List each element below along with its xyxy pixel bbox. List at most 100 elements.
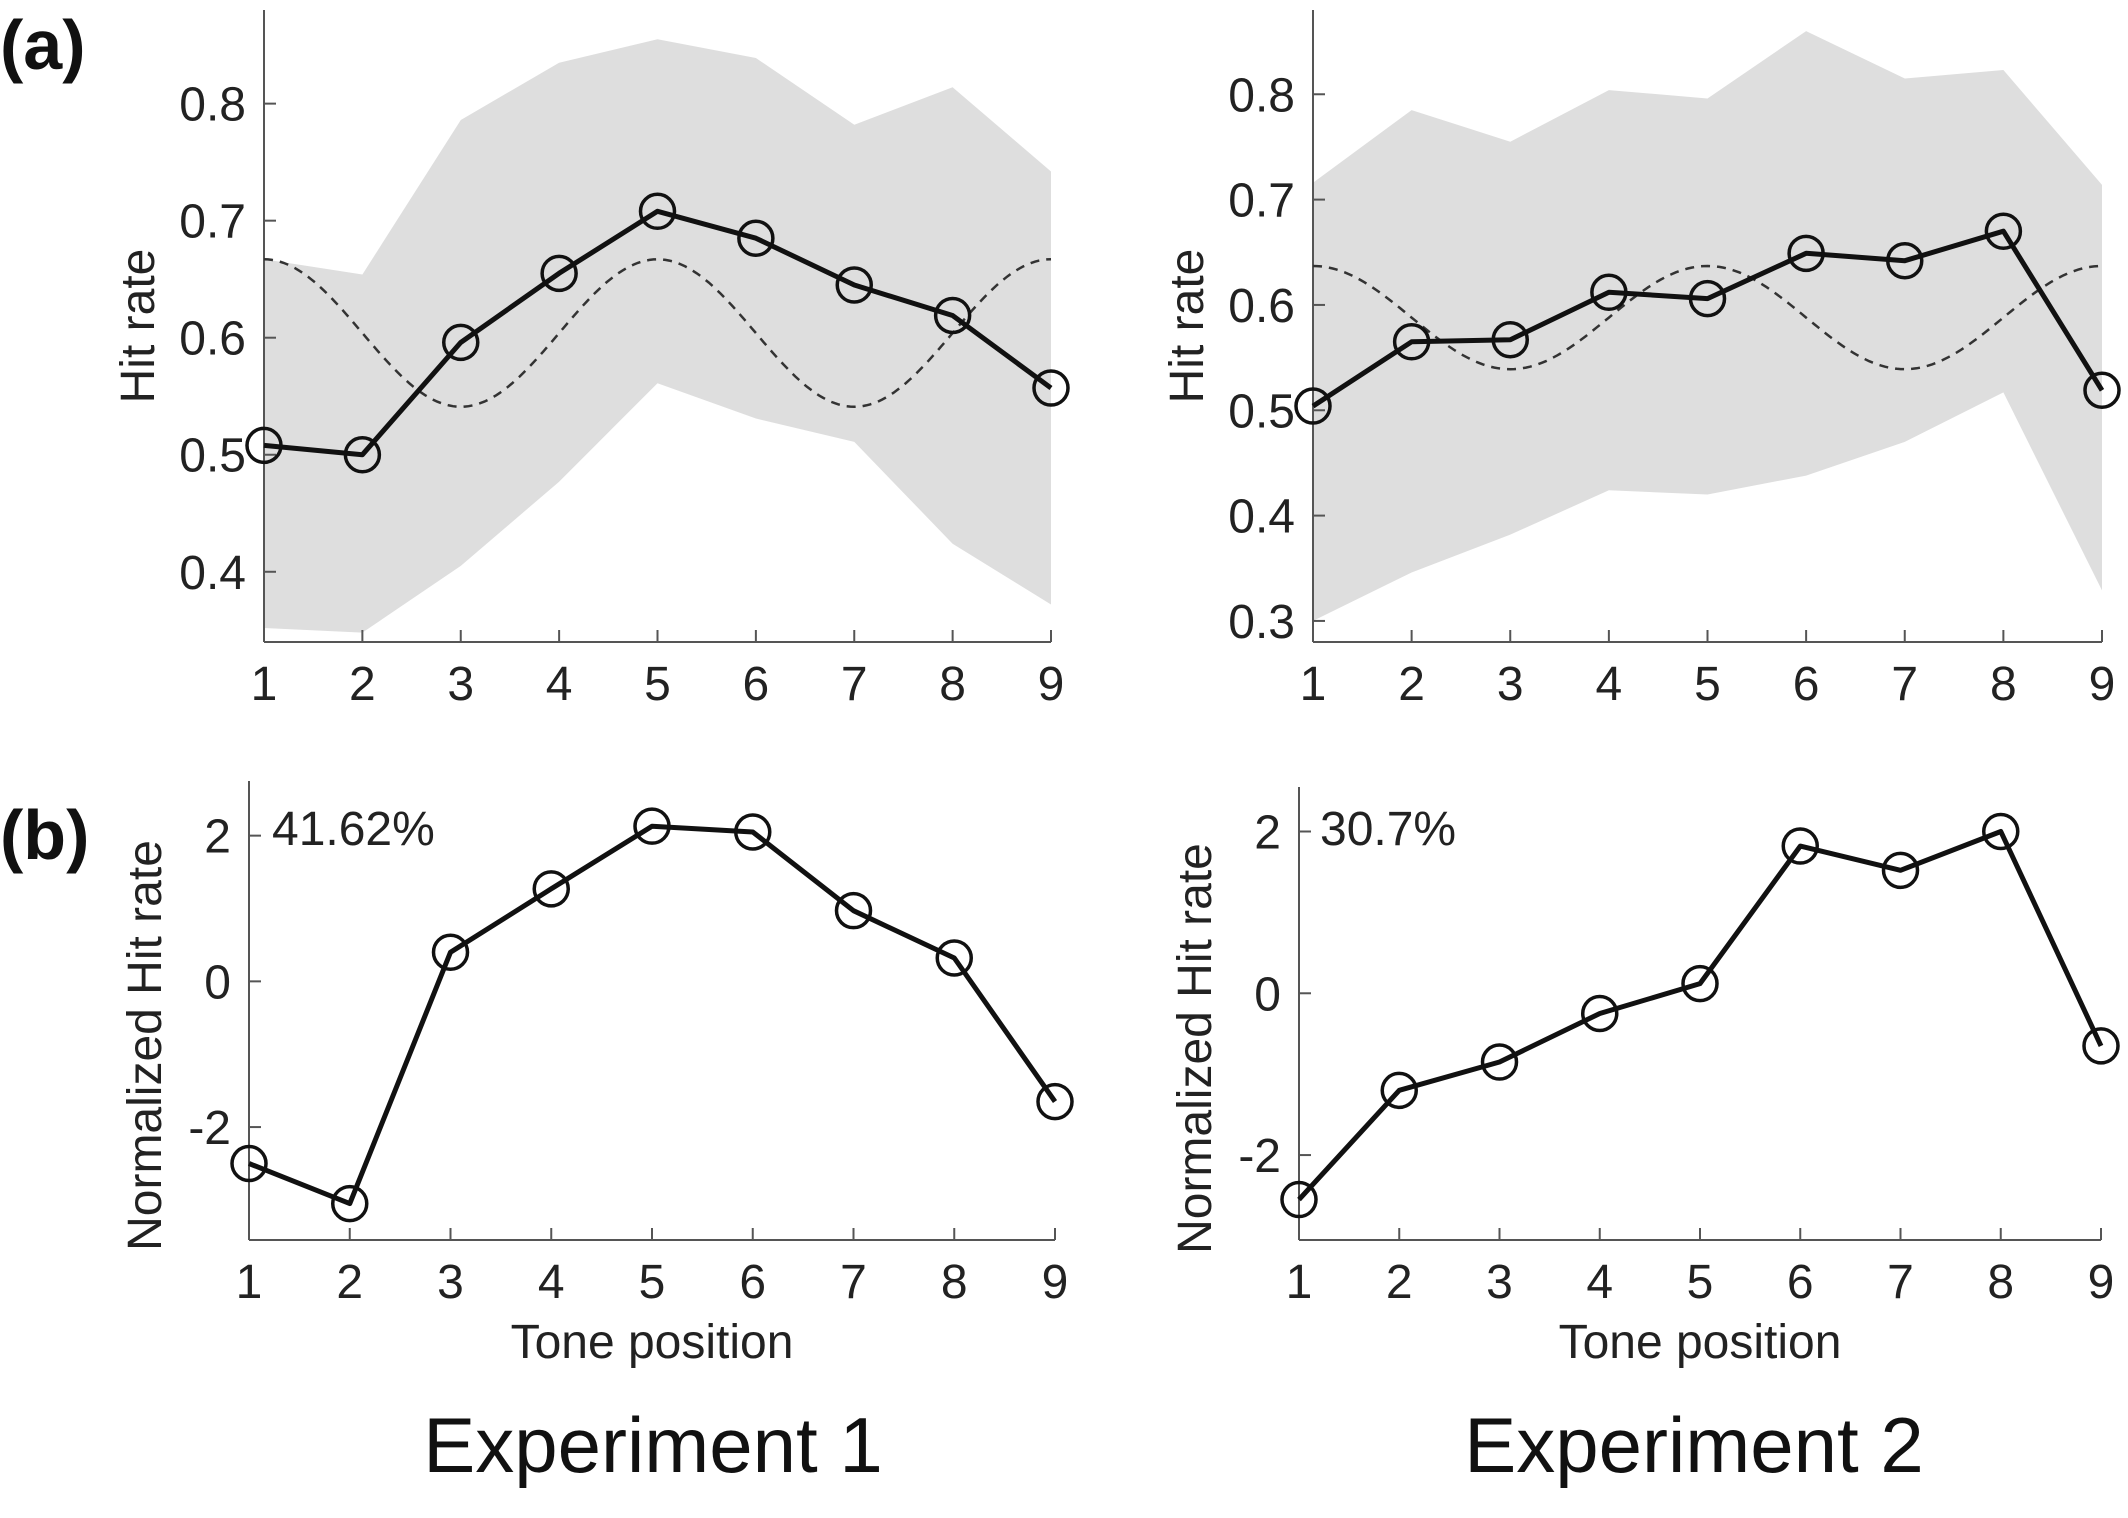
b1-data-point: [935, 939, 973, 977]
b2-y-tick-label: -2: [1238, 1130, 1281, 1183]
experiment-2-title: Experiment 2: [1464, 1401, 1924, 1489]
a2-y-tick-label: 0.8: [1228, 69, 1295, 122]
b1-data-point: [633, 807, 671, 845]
a2-data-point: [1590, 273, 1628, 312]
a2-x-tick-label: 5: [1694, 658, 1721, 711]
a1-x-tick-label: 3: [447, 658, 474, 711]
a1-data-point: [933, 296, 972, 335]
b1-data-point: [834, 891, 873, 930]
a1-y-tick-label: 0.4: [179, 547, 246, 600]
a2-x-tick-label: 3: [1497, 658, 1524, 711]
b1-x-tick-label: 3: [437, 1256, 464, 1309]
a1-x-tick-label: 5: [644, 658, 671, 711]
a2-x-tick-label: 7: [1891, 658, 1918, 711]
a1-data-point: [835, 266, 873, 304]
a1-x-tick-label: 8: [939, 658, 966, 711]
a1-y-tick-label: 0.6: [179, 313, 246, 366]
b1-data-point: [431, 933, 470, 971]
b1-y-tick-label: -2: [188, 1102, 231, 1155]
experiment-1-title: Experiment 1: [423, 1401, 883, 1489]
a2-confidence-band: [1313, 31, 2102, 621]
b2-y-tick-label: 0: [1254, 968, 1281, 1021]
b1-data-point: [532, 870, 570, 908]
a1-data-point: [245, 426, 283, 465]
b1-x-tick-label: 2: [336, 1256, 363, 1309]
b2-data-point: [1280, 1180, 1318, 1219]
b1-y-tick-label: 0: [204, 956, 231, 1009]
b2-data-point: [1781, 827, 1819, 865]
b2-x-tick-label: 2: [1386, 1256, 1413, 1309]
b1-x-tick-label: 1: [236, 1256, 263, 1309]
b1-y-tick-label: 2: [204, 811, 231, 864]
a2-x-tick-label: 6: [1793, 658, 1820, 711]
a2-cosine-fit-line: [1312, 264, 2103, 371]
b1-annotation: 41.62%: [272, 803, 435, 856]
b2-y-tick-label: 2: [1254, 806, 1281, 859]
a1-data-point: [638, 192, 677, 231]
a1-data-point: [1032, 369, 1070, 407]
a2-y-tick-label: 0.4: [1228, 491, 1295, 544]
b1-x-tick-label: 9: [1042, 1256, 1069, 1309]
a2-data-point: [1491, 320, 1529, 359]
a2-x-tick-label: 1: [1300, 658, 1327, 711]
a1-data-point: [737, 219, 775, 257]
a2-x-tick-label: 2: [1398, 658, 1425, 711]
a2-data-point: [1984, 212, 2023, 250]
a1-data-point: [343, 435, 382, 474]
b2-x-tick-label: 4: [1586, 1256, 1613, 1309]
b1-x-tick-label: 6: [739, 1256, 766, 1309]
a1-series-line: [263, 208, 1053, 458]
b2-data-point: [1982, 812, 2020, 851]
b2-x-tick-label: 6: [1787, 1256, 1814, 1309]
b2-y-axis-label: Normalized Hit rate: [1169, 843, 1222, 1254]
b2-data-point: [1881, 851, 1920, 890]
a1-x-tick-label: 4: [546, 658, 573, 711]
a2-x-tick-label: 8: [1990, 658, 2017, 711]
a1-cosine-fit-line: [263, 258, 1052, 409]
b1-x-tick-label: 7: [840, 1256, 867, 1309]
a1-x-tick-label: 9: [1038, 658, 1065, 711]
a2-y-axis-label: Hit rate: [1161, 249, 1214, 404]
a2-x-tick-label: 9: [2089, 658, 2116, 711]
a1-x-tick-label: 2: [349, 658, 376, 711]
b1-x-tick-label: 4: [538, 1256, 565, 1309]
a1-data-point: [442, 323, 480, 362]
b2-data-point: [1581, 994, 1619, 1033]
b2-x-tick-label: 7: [1887, 1256, 1914, 1309]
b1-x-tick-label: 8: [941, 1256, 968, 1309]
a2-x-tick-label: 4: [1596, 658, 1623, 711]
panel-label-b: (b): [0, 796, 90, 874]
b2-x-tick-label: 5: [1687, 1256, 1714, 1309]
a2-data-point: [2083, 371, 2121, 410]
a2-data-point: [1294, 387, 1332, 425]
a2-y-tick-label: 0.3: [1228, 596, 1295, 649]
a2-y-tick-label: 0.6: [1228, 280, 1295, 333]
b1-x-axis-label: Tone position: [511, 1316, 794, 1369]
b1-data-point: [230, 1144, 268, 1183]
b2-annotation: 30.7%: [1320, 803, 1456, 856]
a1-x-tick-label: 6: [743, 658, 770, 711]
a2-y-tick-label: 0.5: [1228, 385, 1295, 438]
a1-confidence-band: [264, 39, 1051, 633]
b1-data-point: [1036, 1082, 1074, 1121]
a1-x-tick-label: 7: [841, 658, 868, 711]
a1-data-point: [540, 254, 578, 293]
b2-series-line: [1297, 829, 2104, 1202]
a2-data-point: [1688, 279, 1727, 318]
b1-y-axis-label: Normalized Hit rate: [119, 840, 172, 1251]
a1-y-tick-label: 0.8: [179, 79, 246, 132]
b2-data-point: [2082, 1027, 2120, 1065]
b1-series-line: [248, 823, 1058, 1207]
a1-y-tick-label: 0.5: [179, 430, 246, 483]
b2-x-axis-label: Tone position: [1559, 1316, 1842, 1369]
b1-data-point: [331, 1184, 369, 1223]
a1-x-tick-label: 1: [251, 658, 278, 711]
b2-data-point: [1480, 1043, 1519, 1081]
a1-y-tick-label: 0.7: [179, 196, 246, 249]
a2-data-point: [1392, 323, 1431, 361]
b1-x-tick-label: 5: [639, 1256, 666, 1309]
b2-data-point: [1681, 964, 1719, 1003]
a1-y-axis-label: Hit rate: [112, 249, 165, 404]
